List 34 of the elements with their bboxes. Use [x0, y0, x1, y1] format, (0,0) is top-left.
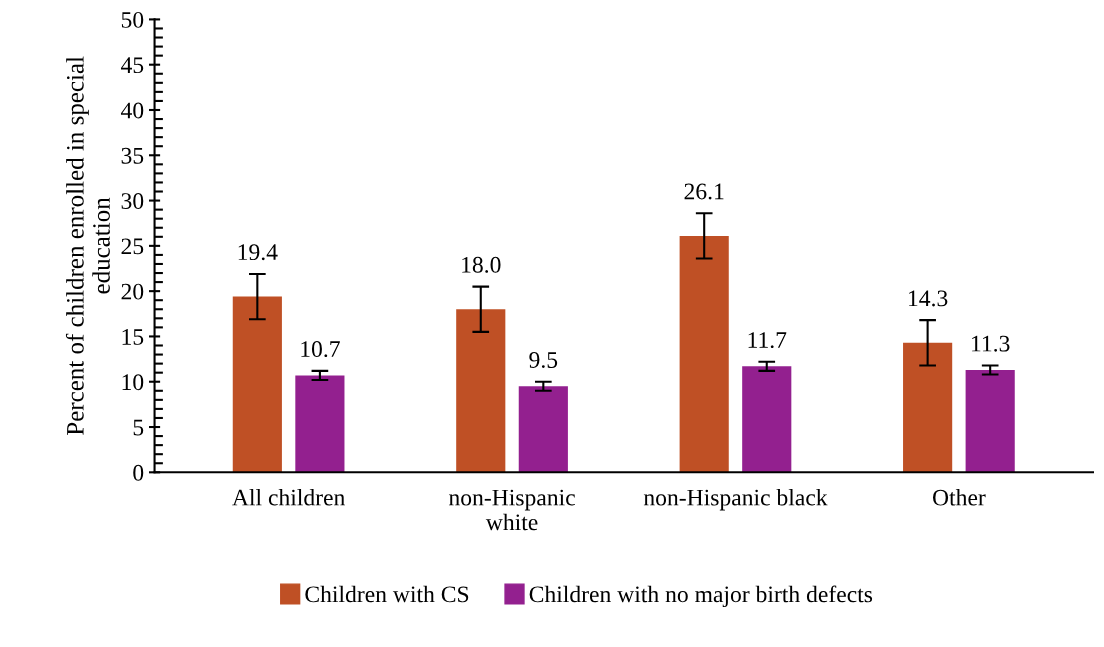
bar	[295, 375, 345, 473]
bar	[903, 342, 953, 473]
data-label: 10.7	[301, 341, 340, 358]
y-tick-label: 30	[121, 193, 144, 209]
data-label: 9.5	[529, 352, 558, 368]
y-tick-label: 50	[121, 11, 144, 28]
y-tick-label: 35	[121, 147, 144, 164]
x-tick-label: All children	[232, 488, 345, 506]
y-axis-title: Percent of children enrolled in special education	[65, 56, 110, 435]
x-tick-label: non-Hispanic white	[448, 489, 575, 531]
y-tick-label: 10	[122, 374, 144, 391]
bar	[456, 309, 506, 473]
y-tick-label: 15	[122, 329, 144, 345]
y-tick-label: 25	[121, 238, 144, 255]
bar	[679, 235, 729, 473]
data-label: 18.0	[462, 256, 501, 273]
bar	[965, 369, 1015, 473]
y-tick-label: 20	[121, 283, 144, 300]
data-label: 26.1	[684, 183, 724, 200]
data-label: 19.4	[238, 244, 278, 261]
y-tick-label: 45	[120, 57, 144, 74]
bar	[232, 296, 282, 473]
bar	[742, 366, 792, 473]
y-tick-label: 0	[133, 464, 144, 481]
legend-label: Children with CS	[305, 585, 469, 603]
data-label: 14.3	[909, 290, 948, 307]
legend-label: Children with no major birth defects	[529, 585, 873, 608]
data-label: 11.3	[972, 335, 1010, 352]
bar	[518, 386, 568, 473]
y-tick-label: 5	[133, 419, 144, 436]
x-tick-label: Other	[932, 488, 986, 506]
x-tick-label: non-Hispanic black	[643, 488, 828, 511]
data-label: 11.7	[748, 332, 787, 349]
y-tick-label: 40	[120, 102, 144, 119]
